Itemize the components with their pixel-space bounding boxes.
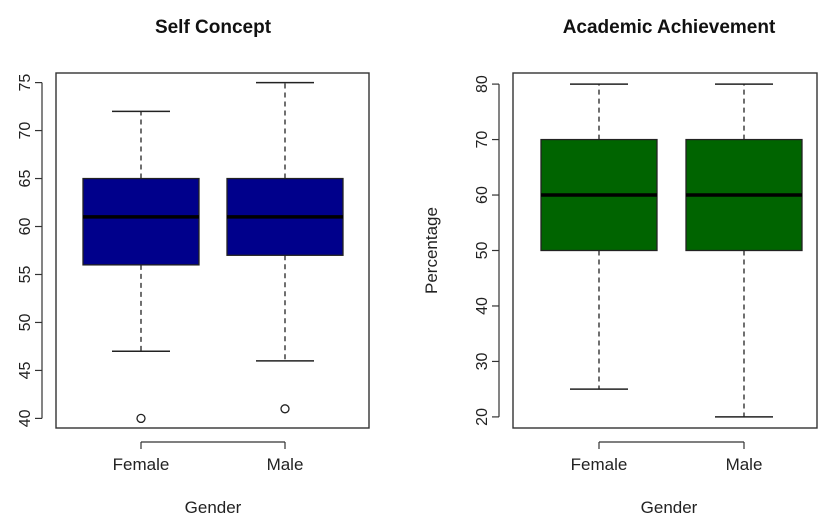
plot-frame xyxy=(512,72,818,429)
y-tick-label: 20 xyxy=(474,408,491,426)
y-tick-label: 60 xyxy=(17,218,34,236)
y-axis-title: Percentage xyxy=(422,207,441,294)
y-tick-label: 40 xyxy=(474,297,491,315)
outlier-point xyxy=(280,404,290,414)
y-tick-label: 80 xyxy=(474,75,491,93)
x-tick-label: Male xyxy=(267,455,304,474)
outlier-point xyxy=(136,413,146,424)
chart-title: Academic Achievement xyxy=(563,17,776,38)
y-tick-label: 45 xyxy=(17,361,34,379)
y-tick-label: 75 xyxy=(17,74,34,92)
y-tick-label: 55 xyxy=(17,265,34,283)
x-axis-title: Gender xyxy=(641,498,698,517)
x-tick-label: Male xyxy=(726,455,763,474)
box-iqr xyxy=(82,177,200,266)
x-tick-label: Female xyxy=(571,455,628,474)
x-tick-label: Female xyxy=(113,455,170,474)
x-axis-title: Gender xyxy=(185,498,242,517)
y-tick-label: 70 xyxy=(17,122,34,140)
plot-frame xyxy=(55,72,370,429)
y-tick-label: 30 xyxy=(474,352,491,370)
y-tick-label: 60 xyxy=(474,186,491,204)
y-tick-label: 65 xyxy=(17,170,34,188)
chart-title: Self Concept xyxy=(155,17,272,38)
y-tick-label: 70 xyxy=(474,131,491,149)
y-tick-label: 50 xyxy=(474,242,491,260)
y-tick-label: 50 xyxy=(17,313,34,331)
y-tick-label: 40 xyxy=(17,409,34,427)
